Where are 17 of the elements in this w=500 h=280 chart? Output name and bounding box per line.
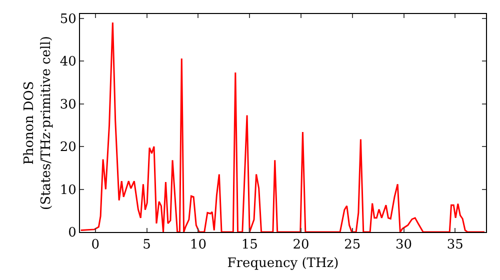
- x-tick-label: 0: [91, 238, 100, 253]
- x-tick-label: 10: [190, 238, 206, 253]
- y-axis-title: Phonon DOS (States/THz·primitive cell): [22, 36, 54, 210]
- y-tick-label: 50: [60, 12, 76, 27]
- x-tick-label: 30: [395, 238, 412, 253]
- y-tick-label: 40: [60, 54, 76, 70]
- x-tick-label: 35: [446, 238, 464, 253]
- x-tick-label: 15: [241, 238, 258, 253]
- y-tick-label: 10: [60, 182, 76, 198]
- x-axis-title: Frequency (THz): [227, 256, 339, 272]
- line-series: [80, 22, 486, 232]
- x-tick-label: 25: [344, 238, 361, 253]
- x-tick-label: 20: [292, 238, 310, 253]
- y-tick-label: 20: [60, 140, 76, 156]
- x-tick-label: 5: [142, 238, 151, 253]
- y-tick-label: 0: [68, 226, 76, 241]
- y-tick-label: 30: [60, 97, 76, 112]
